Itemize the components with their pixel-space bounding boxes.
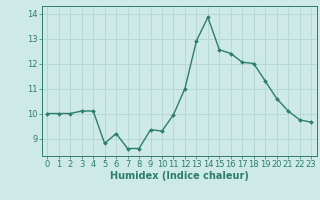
X-axis label: Humidex (Indice chaleur): Humidex (Indice chaleur) xyxy=(110,171,249,181)
